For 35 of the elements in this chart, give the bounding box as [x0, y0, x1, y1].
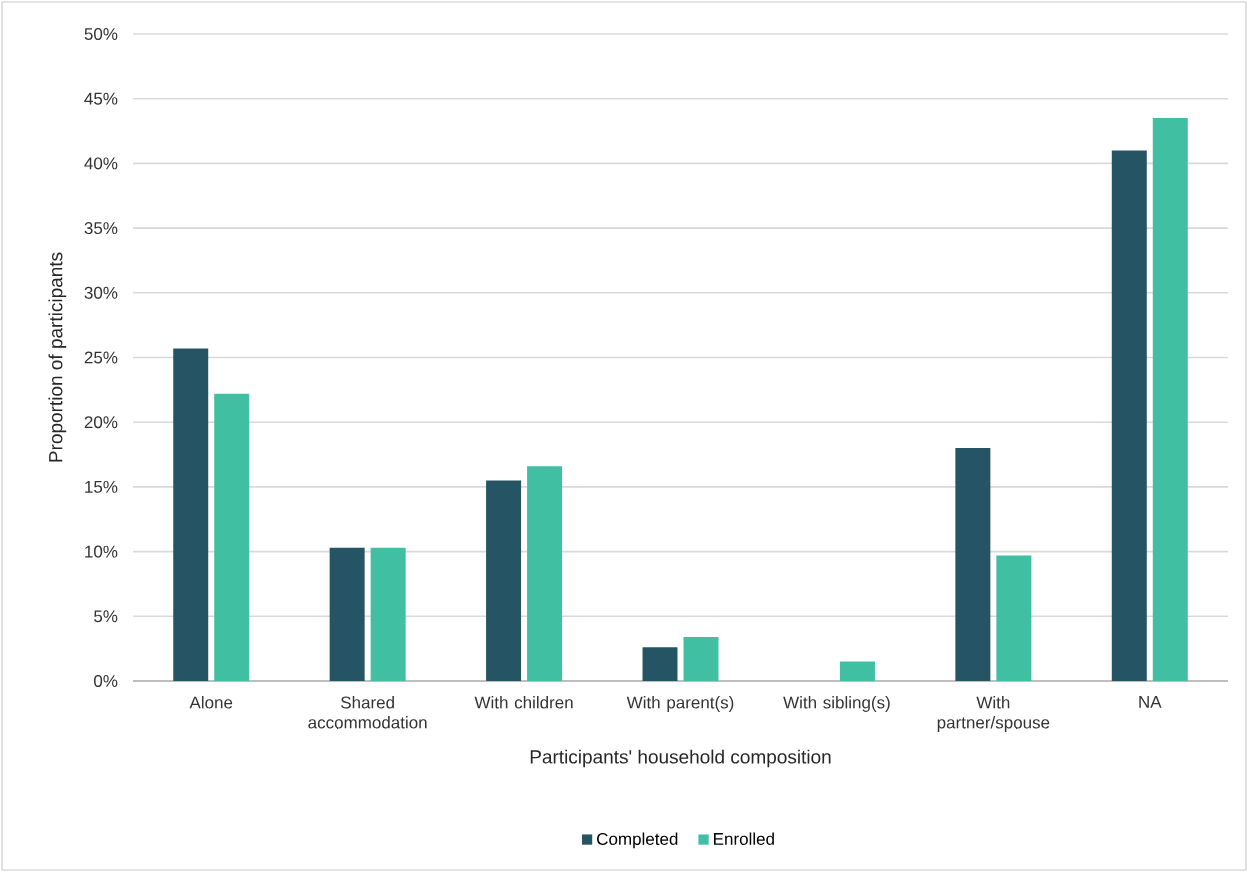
y-tick-label: 50%	[84, 28, 118, 41]
bar	[173, 348, 209, 681]
x-axis-title: Participants' household composition	[530, 749, 831, 768]
bar	[839, 661, 875, 681]
bar	[955, 448, 991, 681]
y-tick-label: 20%	[84, 416, 118, 429]
y-tick-label: 0%	[94, 674, 118, 687]
x-tick-label: With partner/spouse	[937, 696, 1050, 732]
y-tick-label: 35%	[84, 222, 118, 235]
x-tick-label: With parent(s)	[626, 696, 734, 712]
y-tick-label: 30%	[84, 286, 118, 299]
x-tick-label: With children	[474, 696, 573, 709]
x-tick-label: Shared accommodation	[308, 696, 427, 729]
bar	[1152, 118, 1188, 681]
legend-label: Completed	[597, 832, 678, 849]
x-tick-label: Alone	[189, 696, 233, 709]
y-tick-label: 10%	[85, 545, 118, 558]
x-tick-label: NA	[1139, 696, 1162, 708]
y-tick-label: 45%	[84, 92, 118, 105]
bar	[1111, 150, 1147, 681]
y-axis-title: Proportion of participants	[48, 252, 67, 462]
legend-label: Enrolled	[714, 832, 774, 845]
bar	[370, 547, 406, 681]
bar	[683, 637, 719, 681]
bar	[214, 393, 250, 681]
bar	[486, 480, 522, 681]
bar	[642, 647, 678, 681]
y-tick-label: 5%	[94, 610, 118, 623]
x-tick-label: With sibling(s)	[783, 696, 890, 712]
bar	[527, 466, 563, 681]
bar	[329, 547, 365, 681]
y-tick-label: 40%	[84, 157, 118, 170]
y-tick-label: 15%	[85, 480, 118, 493]
y-tick-label: 25%	[84, 351, 118, 364]
bar	[996, 555, 1032, 681]
